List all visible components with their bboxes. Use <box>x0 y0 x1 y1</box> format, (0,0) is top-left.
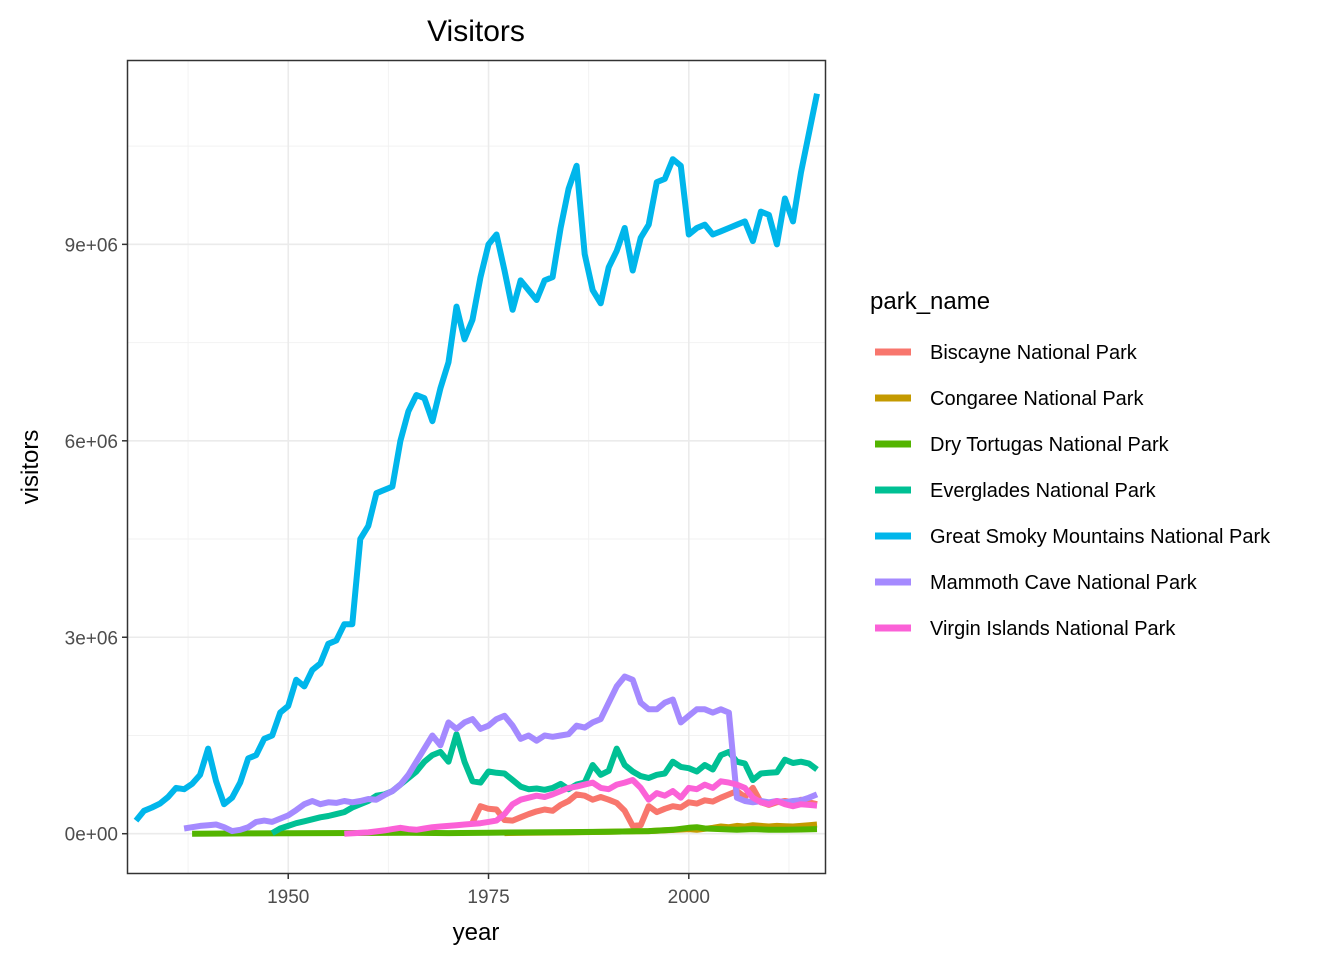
grid-minor <box>128 61 825 873</box>
grid-major <box>128 61 825 873</box>
legend-label: Mammoth Cave National Park <box>930 572 1198 594</box>
legend-label: Great Smoky Mountains National Park <box>930 526 1271 548</box>
x-tick-label: 1950 <box>267 887 309 908</box>
y-tick-label: 0e+00 <box>65 825 118 846</box>
legend-label: Biscayne National Park <box>930 342 1138 364</box>
series-line <box>192 824 818 837</box>
y-axis: 0e+00 3e+06 6e+06 9e+06 <box>65 235 128 846</box>
series-line <box>133 93 820 823</box>
legend-label: Everglades National Park <box>930 480 1157 502</box>
y-tick-label: 3e+06 <box>65 628 118 649</box>
legend-label: Virgin Islands National Park <box>930 618 1176 640</box>
x-tick-label: 2000 <box>668 887 710 908</box>
plot-panel-border <box>126 59 827 875</box>
chart-title: Visitors <box>427 15 525 48</box>
x-axis-title: year <box>453 919 500 946</box>
y-tick-label: 9e+06 <box>65 235 118 256</box>
x-axis: 1950 1975 2000 <box>267 873 710 908</box>
legend: park_name Biscayne National Park Congaree… <box>870 288 1271 640</box>
legend-label: Dry Tortugas National Park <box>930 434 1170 456</box>
y-tick-label: 6e+06 <box>65 432 118 453</box>
series-line <box>183 673 819 835</box>
x-tick-label: 1975 <box>467 887 509 908</box>
legend-title: park_name <box>870 288 990 315</box>
legend-label: Congaree National Park <box>930 388 1144 410</box>
series-line <box>344 777 818 837</box>
series-layer <box>133 93 820 837</box>
y-axis-title: visitors <box>17 430 44 505</box>
